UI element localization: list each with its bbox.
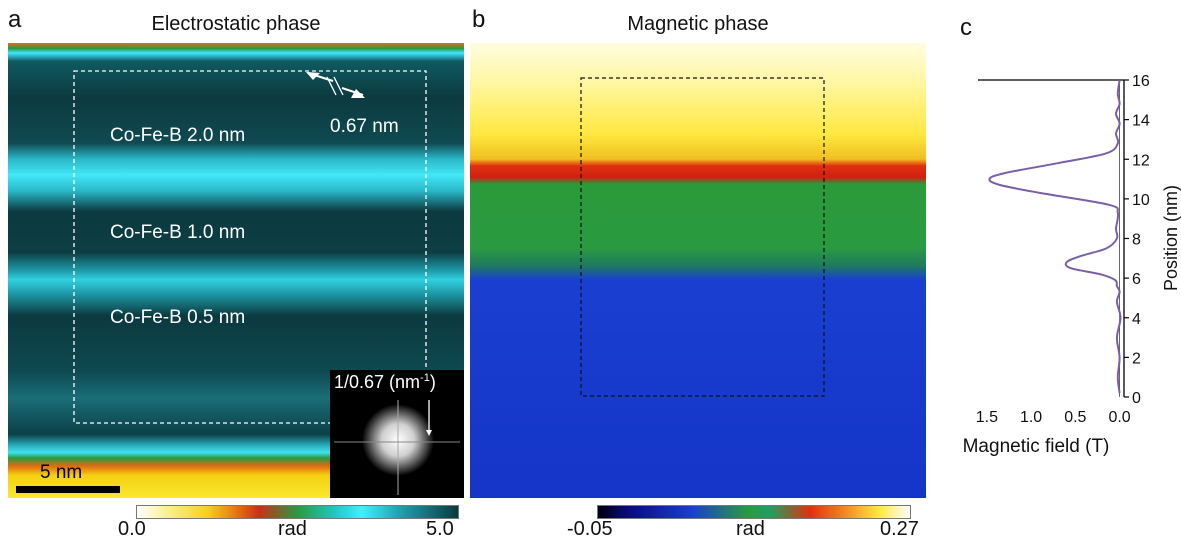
y-tick-label: 0 (1132, 390, 1141, 407)
colorbar-b-max: 0.27 (880, 518, 919, 540)
panel-a-letter: a (8, 6, 22, 33)
scale-bar (16, 486, 120, 493)
y-tick-label: 8 (1132, 232, 1141, 249)
colorbar-a-min: 0.0 (118, 518, 146, 540)
y-axis-label: Position (nm) (1161, 185, 1181, 291)
scale-bar-label: 5 nm (40, 462, 83, 483)
fft-frequency-label: 1/0.67 (nm-1) (334, 372, 436, 392)
magnetic-field-series-line (988, 79, 1122, 394)
y-tick-label: 6 (1132, 271, 1141, 288)
colorbar-b-min: -0.05 (567, 518, 613, 540)
y-tick-label: 10 (1132, 192, 1150, 209)
panel-a-title: Electrostatic phase (151, 13, 321, 35)
y-tick-label: 16 (1132, 73, 1150, 90)
panel-b-letter: b (472, 6, 486, 33)
colorbar-a-max: 5.0 (426, 518, 454, 540)
x-axis-label: Magnetic field (T) (963, 436, 1110, 457)
colorbar-b-unit: rad (736, 518, 765, 540)
lattice-spacing-label: 0.67 nm (330, 116, 399, 137)
y-tick-label: 4 (1132, 311, 1141, 328)
magnetic-phase-image (470, 43, 926, 498)
colorbar-a-unit: rad (278, 518, 307, 540)
panel-c-letter: c (960, 14, 972, 41)
y-tick-label: 14 (1132, 113, 1150, 130)
x-tick-label: 0.5 (1064, 409, 1086, 426)
electrostatic-colorbar (136, 505, 459, 519)
magnetic-field-profile-chart: 0 2 4 6 8 10 12 14 16 1.5 1.0 0.5 0.0 Position (nm)… (950, 60, 1181, 460)
panel-b-title: Magnetic phase (627, 13, 769, 35)
x-tick-label: 1.5 (976, 409, 998, 426)
fft-inset (330, 370, 464, 498)
layer-label-2nm: Co-Fe-B 2.0 nm (110, 125, 246, 146)
y-tick-label: 12 (1132, 152, 1150, 169)
x-tick-label: 1.0 (1020, 409, 1042, 426)
layer-label-1nm: Co-Fe-B 1.0 nm (110, 222, 246, 243)
layer-label-0p5nm: Co-Fe-B 0.5 nm (110, 307, 246, 328)
x-tick-label: 0.0 (1108, 409, 1130, 426)
magnetic-colorbar (597, 505, 911, 519)
y-tick-label: 2 (1132, 350, 1141, 367)
